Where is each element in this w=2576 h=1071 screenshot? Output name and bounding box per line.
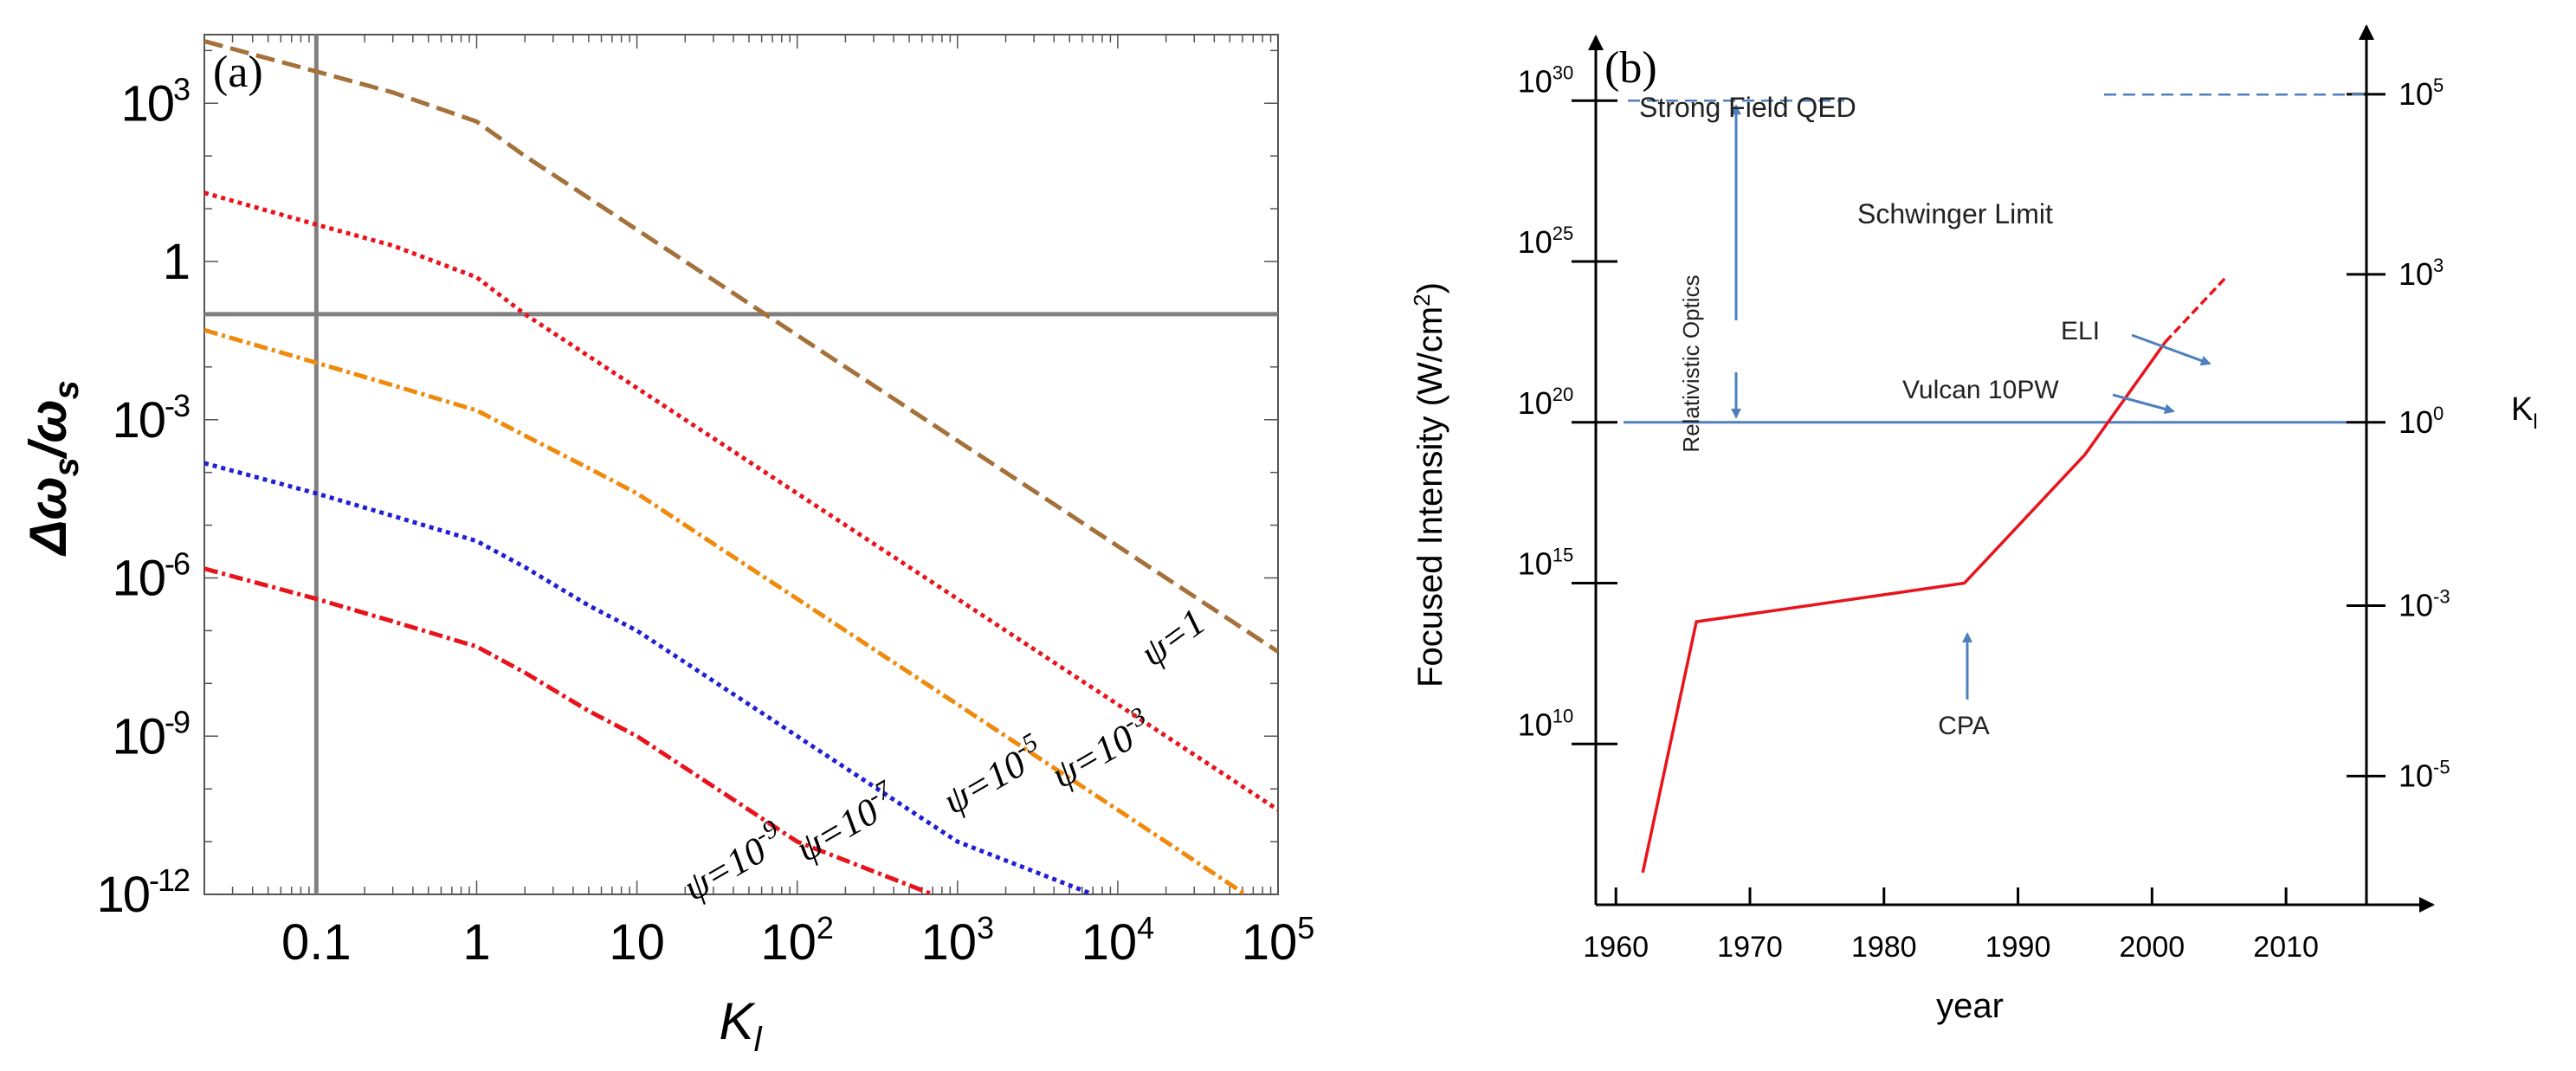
series-label: ψ=1 [1133,600,1213,674]
panel-a: 0.1 1 10 102 103 104 105 103 1 10-3 10-6 10-9 10-12… [19,34,1314,1059]
vulcan-label: Vulcan 10PW [1902,376,2059,404]
panel-a-y-axis-label: Δωs/ωs [19,380,86,557]
x-tick-label: 102 [760,910,834,971]
panel-b-series [1641,276,2227,874]
panel-a-x-axis-label: Kl [720,992,763,1059]
relativistic-optics-label: Relativistic Optics [1678,274,1704,452]
panel-b-right-axis-label: Kl [2511,391,2538,434]
y-tick-label: 1030 [1518,61,1574,99]
y-tick-label: 10-9 [112,704,190,765]
x-tick-label: 103 [921,910,995,971]
x-tick-label: 0.1 [281,914,352,971]
panel-b-y-ticks: 1030 1025 1020 1015 1010 [1518,61,1617,745]
panel-a-minor-ticks [203,35,1279,895]
y-tick-label: 10-3 [112,388,190,448]
x-tick-label: 2000 [2120,931,2185,964]
series-label: ψ=10-5 [933,727,1051,823]
y-tick-label: 1 [163,234,189,290]
series-line-psi=1e-3 [204,190,1278,812]
panel-a-reference-lines [204,35,1278,894]
x-tick-label: 1970 [1717,931,1783,964]
y-tick-label: 10-6 [112,546,190,607]
panel-a-series-labels: ψ=1ψ=10-3ψ=10-5ψ=10-7ψ=10-9 [676,600,1213,909]
x-tick-label: 2010 [2253,931,2319,964]
series-label: ψ=10-3 [1042,701,1159,797]
right-tick-label: 100 [2398,403,2444,440]
series-label: ψ=10-7 [786,774,906,870]
series-line-projected [2164,276,2227,344]
x-tick-label: 104 [1081,910,1155,971]
panel-b-x-axis-label: year [1936,987,2004,1025]
series-line-laser intensity [1641,340,2167,874]
x-tick-label: 1980 [1851,931,1917,964]
panel-b-y-axis-label: Focused Intensity (W/cm2) [1409,282,1449,687]
panel-b-right-ticks: 105 103 100 10-3 10-5 [2347,74,2450,793]
panel-a-y-tick-labels: 103 1 10-3 10-6 10-9 10-12 [96,71,191,923]
panel-a-x-tick-labels: 0.1 1 10 102 103 104 105 [281,910,1314,971]
strong-field-qed-label: Strong Field QED [1639,92,1856,123]
right-tick-label: 10-5 [2398,756,2450,793]
right-tick-label: 10-3 [2398,586,2450,623]
series-line-psi=1e-7 [204,461,1094,894]
y-tick-label: 1025 [1518,223,1574,260]
right-tick-label: 103 [2398,255,2444,292]
y-tick-label: 103 [120,71,190,132]
series-line-psi=1e-9 [204,566,934,894]
vulcan-arrow [2112,393,2175,415]
schwinger-limit-label: Schwinger Limit [1857,198,2053,229]
panel-b-x-ticks: 1960 1970 1980 1990 2000 2010 [1583,887,2319,964]
panel-b: 1960 1970 1980 1990 2000 2010 1030 1025 1020 101… [1409,24,2538,1025]
y-tick-label: 1015 [1518,545,1574,582]
x-tick-label: 105 [1242,910,1315,971]
cpa-label: CPA [1938,712,1989,740]
x-tick-label: 1 [462,914,490,971]
x-tick-label: 1960 [1583,931,1649,964]
x-tick-label: 1990 [1985,931,2051,964]
y-tick-label: 10-12 [96,862,190,923]
panel-b-lines [1624,94,2368,424]
panel-a-series [204,39,1278,894]
series-line-psi=1e-5 [204,327,1249,894]
panel-b-label: (b) [1604,43,1657,93]
panel-a-label: (a) [213,48,263,97]
y-tick-label: 1010 [1518,705,1574,742]
y-tick-label: 1020 [1518,384,1574,421]
eli-label: ELI [2061,317,2100,345]
eli-arrow [2131,333,2211,366]
x-tick-label: 10 [609,914,665,971]
right-tick-label: 105 [2398,74,2444,112]
series-line-psi=1 [204,39,1278,654]
